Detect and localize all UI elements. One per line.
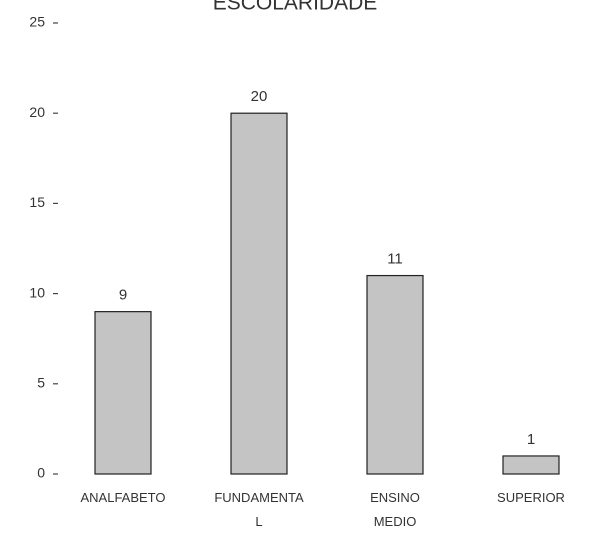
y-tick-label: 5 <box>37 375 45 391</box>
x-tick-label: ENSINO MEDIO <box>370 490 420 529</box>
x-tick-label: SUPERIOR <box>497 490 565 505</box>
chart-title: ESCOLARIDADE <box>213 0 378 15</box>
y-tick-label: 25 <box>29 14 45 30</box>
y-tick-label: 20 <box>29 104 45 120</box>
data-label: 20 <box>251 88 268 105</box>
x-tick-label: ANALFABETO <box>80 490 166 505</box>
data-label: 9 <box>119 287 127 304</box>
x-tick-label: FUNDAMENTAL <box>214 490 304 529</box>
y-tick-label: 15 <box>29 194 45 210</box>
bar <box>366 274 424 475</box>
bar <box>94 311 152 475</box>
y-tick-label: 0 <box>37 465 45 481</box>
data-label: 1 <box>527 431 535 448</box>
bar <box>502 455 560 475</box>
y-tick-label: 10 <box>29 284 45 300</box>
bar <box>230 112 288 475</box>
data-label: 11 <box>387 251 403 268</box>
